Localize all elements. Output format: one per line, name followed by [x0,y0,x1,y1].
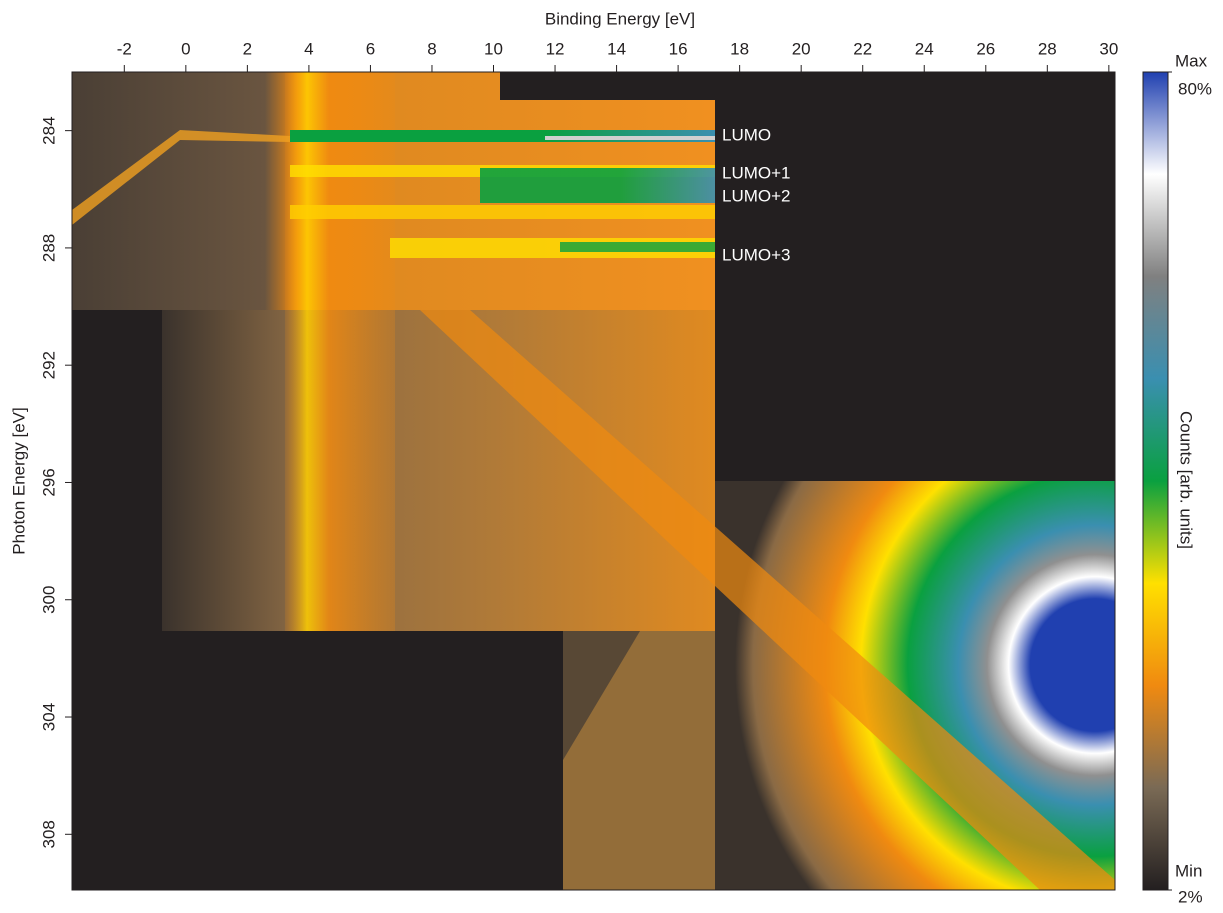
y-tick-label: 284 [39,116,58,144]
x-tick-label: 12 [546,39,565,58]
x-tick-label: 10 [484,39,503,58]
x-tick-label: 18 [730,39,749,58]
colorbar [1142,71,1169,891]
x-tick-label: 20 [792,39,811,58]
x-tick-label: 28 [1038,39,1057,58]
y-axis-label: Photon Energy [eV] [9,407,28,554]
annotation: LUMO+3 [722,245,791,264]
colorbar-min-label: Min [1175,861,1202,880]
plot-frame [71,71,1116,891]
x-tick-label: 2 [243,39,252,58]
x-tick-label: 24 [915,39,934,58]
colorbar-tick-label: 2% [1178,887,1203,906]
y-tick-label: 292 [39,351,58,379]
x-tick-label: 0 [181,39,190,58]
x-tick-label: 26 [976,39,995,58]
colorbar-max-label: Max [1175,51,1208,70]
x-tick-label: 30 [1099,39,1118,58]
colorbar-label: Counts [arb. units] [1177,411,1196,549]
y-tick-label: 308 [39,820,58,848]
y-tick-label: 296 [39,468,58,496]
colorbar-tick-label: 80% [1178,79,1212,98]
y-tick-label: 300 [39,586,58,614]
annotation: LUMO+2 [722,186,791,205]
heatmap [72,72,1115,890]
x-tick-label: 6 [366,39,375,58]
x-tick-label: 14 [607,39,626,58]
x-tick-label: 16 [669,39,688,58]
x-tick-label: 22 [853,39,872,58]
x-tick-label: 8 [427,39,436,58]
x-axis-label: Binding Energy [eV] [545,9,695,28]
x-tick-label: 4 [304,39,313,58]
annotation: LUMO+1 [722,163,791,182]
y-tick-label: 288 [39,234,58,262]
x-tick-label: -2 [117,39,132,58]
y-tick-label: 304 [39,703,58,731]
annotation: LUMO [722,125,771,144]
